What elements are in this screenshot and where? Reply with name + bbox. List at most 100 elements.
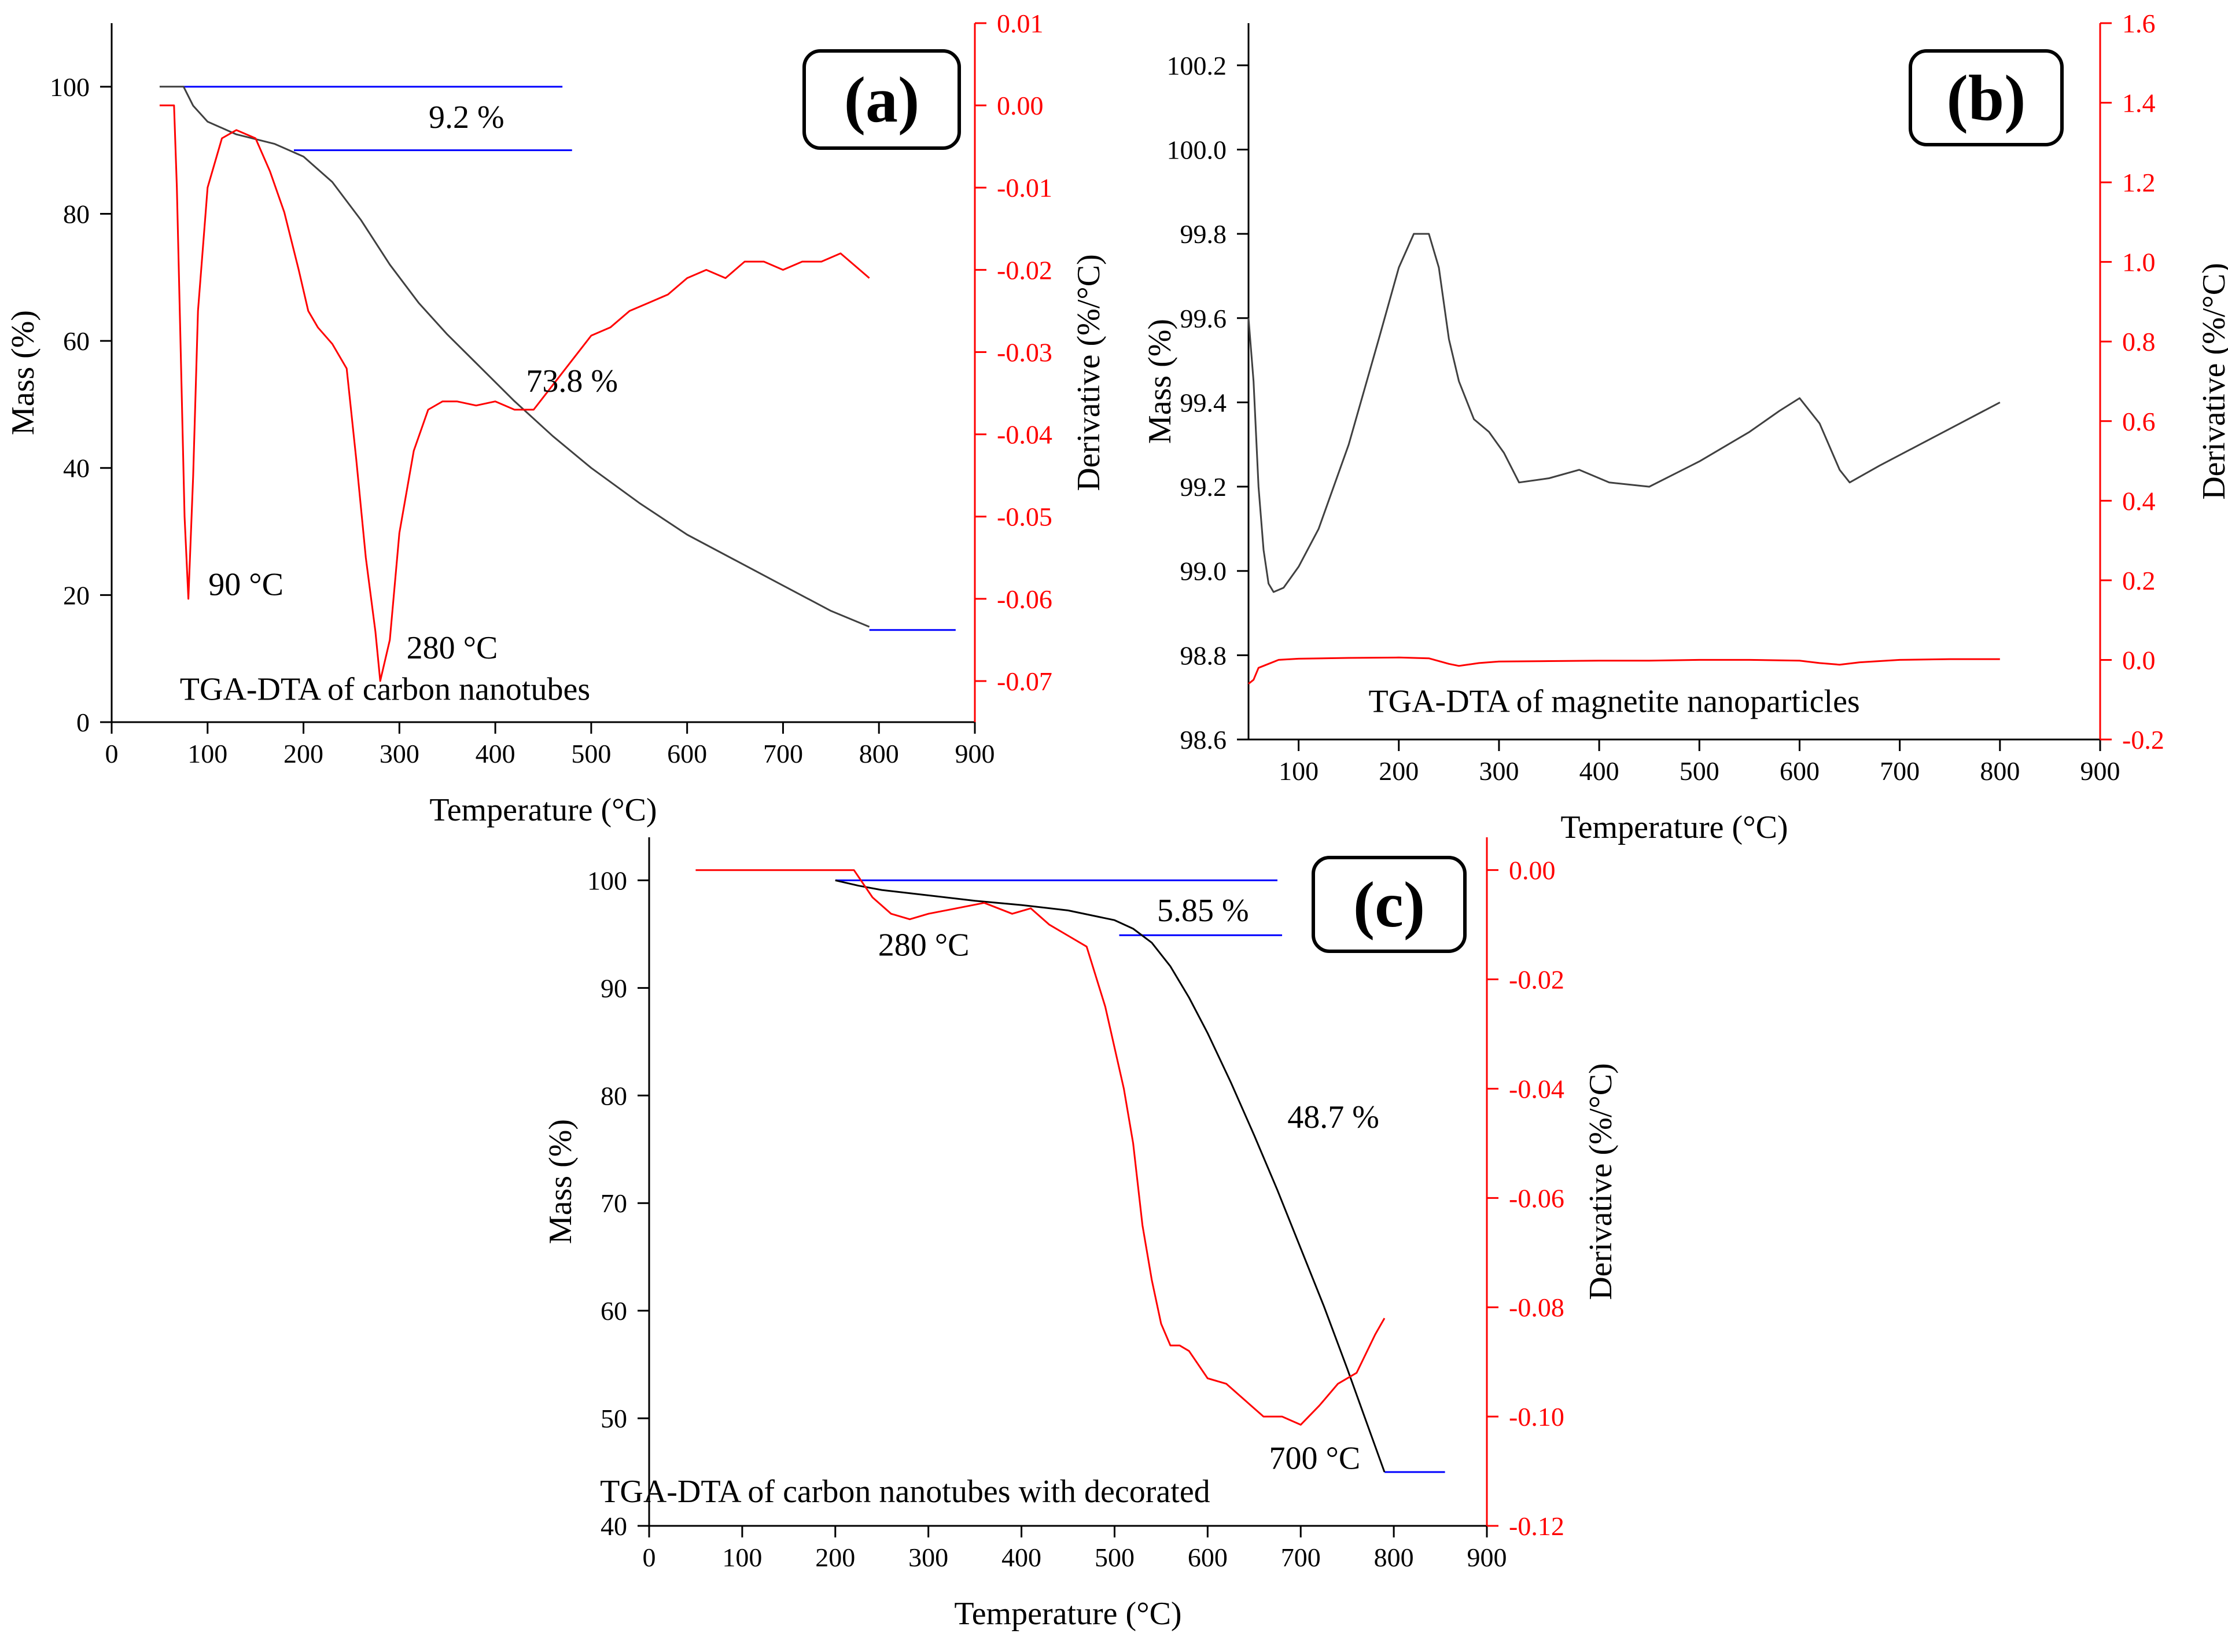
y2-axis-title: Derivative (%/°C) xyxy=(1583,1063,1619,1300)
x-tick-label: 0 xyxy=(105,739,119,768)
y-tick-label: 98.6 xyxy=(1180,725,1227,755)
series-line-derivative xyxy=(159,104,870,682)
x-tick-label: 900 xyxy=(955,739,995,768)
y-tick-label: 50 xyxy=(601,1404,627,1433)
x-tick-label: 800 xyxy=(1980,756,2020,786)
y-tick-label: 90 xyxy=(601,973,627,1003)
y-tick-label: 100.0 xyxy=(1167,135,1227,164)
y-tick-label: 99.4 xyxy=(1180,388,1227,417)
x-tick-label: 400 xyxy=(476,739,515,768)
panel-c: 0 100 200 300 400 500 600 700 800 900 40 50 60 70 80 90… xyxy=(543,837,1619,1632)
annotation-text: TGA-DTA of carbon nanotubes xyxy=(180,672,590,708)
y2-tick-label: 1.4 xyxy=(2122,89,2156,118)
y-tick-label: 60 xyxy=(601,1296,627,1326)
y-tick-label: 99.2 xyxy=(1180,472,1227,502)
annotation-text: TGA-DTA of magnetite nanoparticles xyxy=(1368,684,1859,720)
y2-tick-label: 0.00 xyxy=(1509,856,1556,885)
y2-tick-label: 0.0 xyxy=(2122,645,2156,675)
x-tick-label: 700 xyxy=(763,739,803,768)
x-tick-label: 100 xyxy=(187,739,227,768)
annotation-text: 5.85 % xyxy=(1157,893,1249,929)
y-tick-label: 99.0 xyxy=(1180,557,1227,586)
series-line-mass xyxy=(835,879,1386,1473)
y-tick-label: 99.8 xyxy=(1180,219,1227,249)
x-tick-label: 800 xyxy=(1374,1543,1414,1572)
y-tick-label: 20 xyxy=(63,580,90,610)
x-tick-label: 500 xyxy=(1680,756,1719,786)
x-tick-label: 0 xyxy=(643,1543,656,1572)
x-tick-label: 100 xyxy=(722,1543,762,1572)
series-line-derivative xyxy=(695,869,1386,1426)
annotation-text: 280 °C xyxy=(407,630,498,666)
x-tick-label: 500 xyxy=(571,739,611,768)
x-tick-label: 400 xyxy=(1001,1543,1041,1572)
x-tick-label: 600 xyxy=(1188,1543,1228,1572)
y2-tick-label: -0.06 xyxy=(997,584,1052,614)
panel-label-box xyxy=(802,49,961,150)
x-tick-label: 800 xyxy=(859,739,899,768)
x-tick-label: 200 xyxy=(815,1543,855,1572)
annotation-text: 9.2 % xyxy=(429,100,504,135)
y2-tick-label: -0.01 xyxy=(997,173,1052,203)
y-axis-title: Mass (%) xyxy=(543,1119,579,1244)
panel-b: 100 200 300 400 500 600 700 800 900 98.6 98.8 99.0 9… xyxy=(1142,9,2228,845)
y2-tick-label: -0.03 xyxy=(997,337,1052,367)
y-tick-label: 100.2 xyxy=(1167,51,1227,80)
y2-tick-label: -0.04 xyxy=(997,420,1052,450)
y2-tick-label: 0.8 xyxy=(2122,327,2156,356)
x-tick-label: 900 xyxy=(2080,756,2120,786)
x-tick-label: 200 xyxy=(1379,756,1419,786)
x-tick-label: 300 xyxy=(380,739,419,768)
y-tick-label: 40 xyxy=(63,454,90,483)
panel-label: (b) xyxy=(1947,62,2026,134)
annotation-text: 90 °C xyxy=(208,566,283,602)
x-tick-label: 600 xyxy=(1780,756,1820,786)
x-tick-label: 900 xyxy=(1467,1543,1507,1572)
y2-tick-label: 0.4 xyxy=(2122,486,2156,516)
annotation-text: 700 °C xyxy=(1269,1440,1360,1476)
y-tick-label: 98.8 xyxy=(1180,641,1227,670)
x-axis-title: Temperature (°C) xyxy=(954,1596,1181,1632)
panel-label: (a) xyxy=(844,64,920,136)
y-axis-title: Mass (%) xyxy=(1142,319,1178,444)
y2-tick-label: 1.0 xyxy=(2122,248,2156,277)
y-tick-label: 80 xyxy=(601,1081,627,1110)
annotation-text: 48.7 % xyxy=(1287,1099,1379,1135)
annotation-text: 280 °C xyxy=(878,928,970,963)
y-tick-label: 60 xyxy=(63,326,90,356)
y2-tick-label: -0.02 xyxy=(997,255,1052,285)
y2-tick-label: 1.6 xyxy=(2122,9,2156,38)
series-line-derivative xyxy=(1248,656,2000,685)
y-tick-label: 80 xyxy=(63,199,90,229)
x-tick-label: 200 xyxy=(283,739,323,768)
x-tick-label: 700 xyxy=(1880,756,1920,786)
y2-tick-label: 0.2 xyxy=(2122,566,2156,595)
y2-tick-label: -0.2 xyxy=(2122,725,2164,755)
y2-tick-label: -0.10 xyxy=(1509,1402,1564,1432)
x-tick-label: 100 xyxy=(1279,756,1319,786)
x-tick-label: 600 xyxy=(667,739,707,768)
y-axis-title: Mass (%) xyxy=(5,310,41,435)
y2-tick-label: -0.12 xyxy=(1509,1511,1564,1541)
y-tick-label: 70 xyxy=(601,1189,627,1218)
panel-label-box xyxy=(1312,856,1467,953)
y2-tick-label: 0.6 xyxy=(2122,407,2156,436)
y2-axis-title: Derivative (%/°C) xyxy=(1071,254,1107,491)
y2-tick-label: -0.08 xyxy=(1509,1293,1564,1322)
x-tick-label: 400 xyxy=(1579,756,1619,786)
y2-tick-label: -0.05 xyxy=(997,502,1052,532)
x-tick-label: 700 xyxy=(1281,1543,1321,1572)
x-tick-label: 500 xyxy=(1095,1543,1135,1572)
y2-tick-label: -0.07 xyxy=(997,667,1052,696)
x-axis-title: Temperature (°C) xyxy=(429,792,657,828)
y2-tick-label: 0.00 xyxy=(997,91,1044,120)
y-tick-label: 99.6 xyxy=(1180,304,1227,333)
y-tick-label: 0 xyxy=(76,708,90,737)
panel-label-box xyxy=(1909,49,2064,146)
y2-tick-label: 1.2 xyxy=(2122,168,2156,197)
panel-label: (c) xyxy=(1353,869,1425,941)
x-axis-title: Temperature (°C) xyxy=(1560,810,1788,845)
y-tick-label: 40 xyxy=(601,1511,627,1541)
y-tick-label: 100 xyxy=(587,866,627,895)
